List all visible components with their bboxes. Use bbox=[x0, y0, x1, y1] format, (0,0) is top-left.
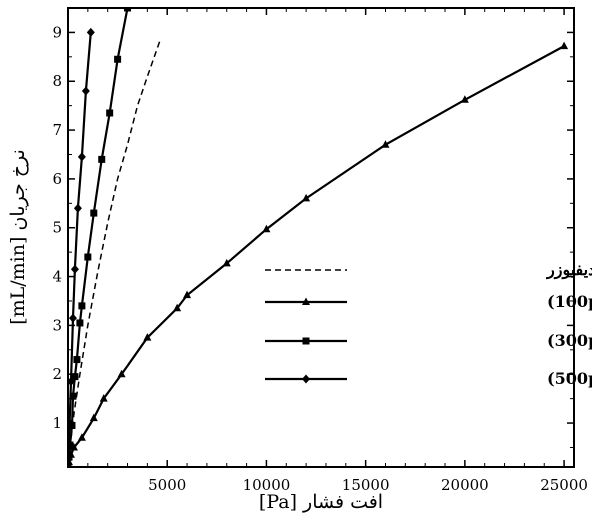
data-point bbox=[68, 441, 74, 449]
data-point bbox=[68, 313, 77, 323]
legend-marker bbox=[302, 374, 310, 384]
legend-label: دیفیوزر bbox=[546, 260, 592, 280]
data-point bbox=[106, 109, 114, 117]
data-point bbox=[173, 303, 182, 312]
data-point bbox=[89, 413, 98, 422]
data-point bbox=[86, 27, 95, 37]
data-point bbox=[381, 140, 390, 148]
data-point bbox=[183, 290, 192, 299]
legend-label: جهت رفت( تسلا 300µm) bbox=[547, 331, 592, 351]
data-point bbox=[460, 95, 469, 103]
data-point bbox=[560, 41, 569, 50]
legend: دیفیوزر جهت رفت( تسلا 100µm) جهت رفت( تسلا… bbox=[265, 260, 592, 389]
x-tick-label: 5000 bbox=[148, 476, 186, 494]
data-point bbox=[78, 302, 86, 310]
legend-label: جهت رفت( تسلا 100µm) bbox=[547, 292, 592, 312]
series-layer bbox=[68, 8, 569, 467]
series-3 bbox=[68, 8, 132, 467]
data-point bbox=[76, 319, 84, 327]
data-point bbox=[81, 86, 90, 96]
tick-layer: 5000 10000 15000 20000 25000 1 2 3 4 5 6 7 8 9 bbox=[52, 8, 588, 494]
series-1 bbox=[68, 39, 162, 467]
x-axis-title: افت فشار [Pa] bbox=[259, 491, 383, 513]
y-tick-label: 7 bbox=[52, 121, 62, 139]
y-tick-label: 4 bbox=[52, 268, 62, 286]
series-line bbox=[68, 32, 92, 467]
y-tick-label: 1 bbox=[52, 414, 62, 432]
legend-label: جهت رفت( تسلا 500µm) bbox=[547, 369, 592, 389]
data-point bbox=[68, 453, 73, 461]
data-point bbox=[262, 224, 271, 233]
data-point bbox=[222, 258, 231, 267]
data-point bbox=[90, 209, 98, 217]
data-point bbox=[68, 421, 76, 429]
x-tick-label: 25000 bbox=[540, 476, 588, 494]
data-point bbox=[117, 369, 126, 378]
data-point bbox=[98, 155, 106, 163]
y-tick-label: 2 bbox=[52, 365, 62, 383]
data-point bbox=[71, 373, 79, 381]
data-point bbox=[69, 392, 77, 400]
y-tick-label: 3 bbox=[52, 316, 62, 334]
series-4 bbox=[68, 27, 95, 467]
y-axis-title: نرخ جریان [mL/min] bbox=[7, 149, 29, 325]
series-2 bbox=[68, 41, 569, 467]
data-point bbox=[302, 193, 311, 202]
x-tick-label: 10000 bbox=[243, 476, 291, 494]
y-tick-label: 6 bbox=[52, 170, 62, 188]
data-point bbox=[143, 333, 152, 341]
data-point bbox=[73, 356, 81, 364]
y-tick-label: 8 bbox=[52, 72, 62, 90]
data-point bbox=[70, 264, 79, 274]
series-line bbox=[68, 45, 565, 467]
data-point bbox=[69, 442, 78, 451]
data-point bbox=[114, 55, 122, 63]
data-point bbox=[77, 433, 86, 441]
data-point bbox=[77, 152, 86, 162]
y-tick-label: 9 bbox=[52, 23, 62, 41]
data-point bbox=[99, 394, 108, 402]
x-tick-label: 20000 bbox=[441, 476, 489, 494]
series-line bbox=[68, 39, 162, 467]
x-tick-label: 15000 bbox=[342, 476, 390, 494]
data-point bbox=[73, 203, 82, 213]
plot-frame bbox=[67, 7, 575, 468]
legend-marker bbox=[302, 337, 310, 345]
data-point bbox=[68, 377, 75, 387]
data-point bbox=[84, 253, 92, 261]
legend-marker bbox=[302, 297, 310, 305]
y-tick-label: 5 bbox=[52, 219, 62, 237]
